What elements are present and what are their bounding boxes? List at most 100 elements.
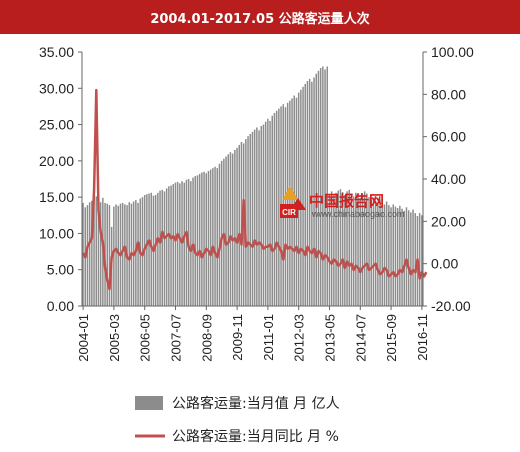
- bar: [300, 89, 302, 306]
- bar: [121, 202, 124, 306]
- left-tick-label: 20.00: [39, 153, 74, 169]
- bar: [95, 196, 97, 306]
- right-tick-label: 20.00: [431, 213, 466, 229]
- left-tick-label: 30.00: [39, 80, 74, 96]
- bar: [346, 191, 348, 306]
- bar: [170, 185, 172, 306]
- bar: [359, 197, 361, 306]
- bar: [381, 202, 383, 306]
- x-tick-label: 2004-01: [76, 314, 91, 362]
- bar: [357, 195, 359, 306]
- bar: [421, 215, 423, 306]
- bar: [348, 189, 350, 306]
- x-tick-label: 2006-05: [138, 314, 153, 362]
- left-tick-label: 35.00: [39, 44, 74, 60]
- bar: [260, 126, 262, 307]
- bar: [137, 202, 139, 306]
- bar: [128, 202, 130, 306]
- bar: [306, 81, 309, 306]
- bar: [339, 189, 342, 306]
- bar: [405, 207, 408, 306]
- right-tick-label: 100.00: [431, 44, 474, 60]
- bar: [176, 181, 179, 306]
- bar: [218, 163, 221, 306]
- bar: [264, 121, 267, 306]
- bar: [168, 186, 170, 306]
- bar: [328, 194, 331, 306]
- bar: [231, 153, 234, 306]
- chart-canvas: 0.00 5.00 10.00 15.00 20.00 25.00 30.00 35.00 -…: [39, 44, 474, 445]
- bar: [289, 100, 291, 307]
- bar: [394, 206, 397, 306]
- bar: [148, 193, 150, 306]
- chart-title: 2004.01-2017.05 公路客运量人次: [0, 0, 520, 34]
- bar: [313, 77, 315, 307]
- bar: [273, 112, 276, 307]
- bar: [212, 168, 214, 306]
- bar: [172, 184, 174, 306]
- bar: [258, 130, 260, 306]
- x-tick-label: 2014-07: [353, 314, 368, 362]
- bar: [392, 204, 394, 306]
- bar: [401, 208, 403, 306]
- bar: [293, 95, 295, 306]
- bar: [414, 213, 416, 306]
- bar: [311, 81, 313, 306]
- bar: [229, 152, 232, 306]
- bar: [330, 191, 333, 306]
- bar: [159, 190, 161, 306]
- bar: [368, 197, 370, 306]
- bar: [412, 209, 414, 306]
- bar: [225, 156, 227, 306]
- bar: [154, 194, 157, 306]
- x-tick-label: 2009-11: [230, 314, 245, 361]
- right-axis-ticks: -20.00 0.00 20.00 40.00 60.00 80.00 100.00: [423, 44, 474, 314]
- left-tick-label: 15.00: [39, 189, 74, 205]
- bar: [262, 124, 265, 306]
- bar: [150, 192, 152, 306]
- bar: [190, 181, 192, 306]
- bar: [304, 83, 306, 307]
- bar: [396, 208, 399, 306]
- bar: [236, 147, 238, 306]
- bar: [319, 67, 322, 306]
- svg-text:CIR: CIR: [282, 208, 296, 217]
- watermark-name: 中国报告网: [309, 192, 384, 210]
- bar: [106, 203, 108, 306]
- bar: [113, 206, 115, 306]
- bar: [97, 200, 100, 306]
- bar: [366, 193, 368, 306]
- legend-swatch-bars: [135, 396, 163, 410]
- bar: [335, 192, 337, 306]
- bar: [344, 194, 346, 306]
- bar: [214, 166, 216, 306]
- bar: [324, 69, 326, 306]
- bar: [183, 182, 185, 306]
- bar: [372, 197, 375, 306]
- bar: [383, 204, 386, 306]
- watermark: CIR 中国报告网 www.chinabaogao.com: [280, 186, 405, 219]
- right-tick-label: 80.00: [431, 86, 466, 102]
- bar: [165, 188, 168, 306]
- bar: [179, 183, 181, 306]
- bar: [374, 200, 377, 306]
- bar: [390, 207, 392, 306]
- bar: [124, 204, 126, 306]
- bar: [317, 70, 320, 306]
- bar: [256, 127, 258, 306]
- bar: [308, 78, 311, 306]
- bar: [337, 190, 339, 306]
- bar: [291, 98, 293, 306]
- right-tick-label: 0.00: [431, 256, 458, 272]
- bar: [267, 118, 269, 307]
- bar: [275, 110, 278, 306]
- x-tick-label: 2005-03: [107, 314, 122, 362]
- bar: [352, 196, 355, 306]
- x-tick-label: 2013-05: [323, 314, 338, 362]
- bar: [410, 212, 412, 306]
- legend: 公路客运量:当月值 月 亿人 公路客运量:当月同比 月 %: [135, 395, 340, 445]
- x-tick-label: 2016-11: [415, 314, 430, 361]
- bar: [269, 120, 271, 306]
- bar-series: [82, 66, 423, 307]
- bar: [418, 213, 421, 306]
